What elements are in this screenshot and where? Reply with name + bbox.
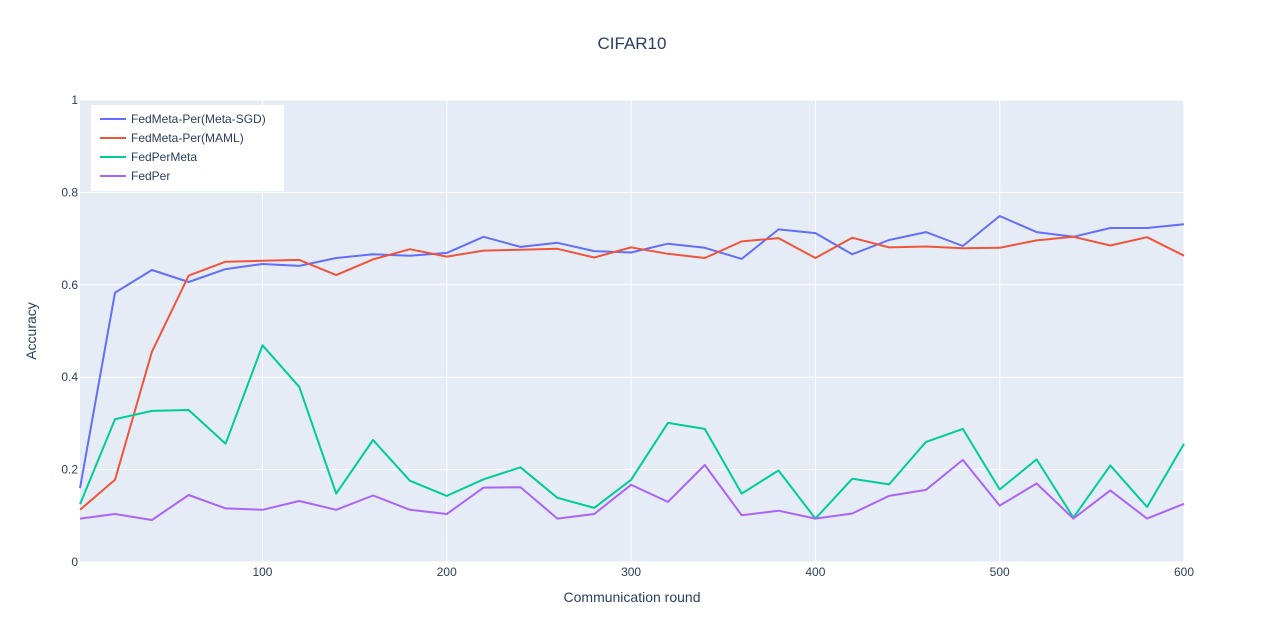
grid-lines [80,99,1185,563]
legend-item[interactable]: FedMeta-Per(Meta-SGD) [100,112,266,126]
legend-label: FedPerMeta [131,150,197,164]
series-lines [79,215,1185,521]
series-line-2 [79,344,1185,520]
x-tick-label: 600 [1174,565,1194,579]
x-tick-label: 500 [990,565,1010,579]
legend-label: FedPer [131,169,170,183]
legend-label: FedMeta-Per(Meta-SGD) [131,112,266,126]
x-tick-label: 400 [805,565,825,579]
x-axis-title: Communication round [564,589,701,605]
y-tick-label: 0.4 [61,370,78,384]
series-line-0 [79,215,1185,489]
y-tick-label: 0.2 [61,463,78,477]
x-tick-label: 300 [621,565,641,579]
x-tick-label: 100 [252,565,272,579]
series-line-3 [79,458,1185,521]
x-tick-label: 200 [437,565,457,579]
y-tick-label: 0 [71,555,78,569]
y-tick-label: 1 [71,93,78,107]
y-axis-ticks: 0 0.2 0.4 0.6 0.8 1 [61,93,78,569]
series-line-1 [79,235,1185,511]
y-tick-label: 0.6 [61,278,78,292]
legend-item[interactable]: FedPerMeta [100,150,197,164]
y-tick-label: 0.8 [61,185,78,199]
legend-item[interactable]: FedPer [100,169,170,183]
y-axis-title: Accuracy [23,302,39,360]
x-axis-ticks: 100 200 300 400 500 600 [252,565,1194,579]
legend-item[interactable]: FedMeta-Per(MAML) [100,131,244,145]
chart-title: CIFAR10 [598,34,667,53]
legend-label: FedMeta-Per(MAML) [131,131,244,145]
legend[interactable]: FedMeta-Per(Meta-SGD) FedMeta-Per(MAML) Fe… [91,105,284,191]
